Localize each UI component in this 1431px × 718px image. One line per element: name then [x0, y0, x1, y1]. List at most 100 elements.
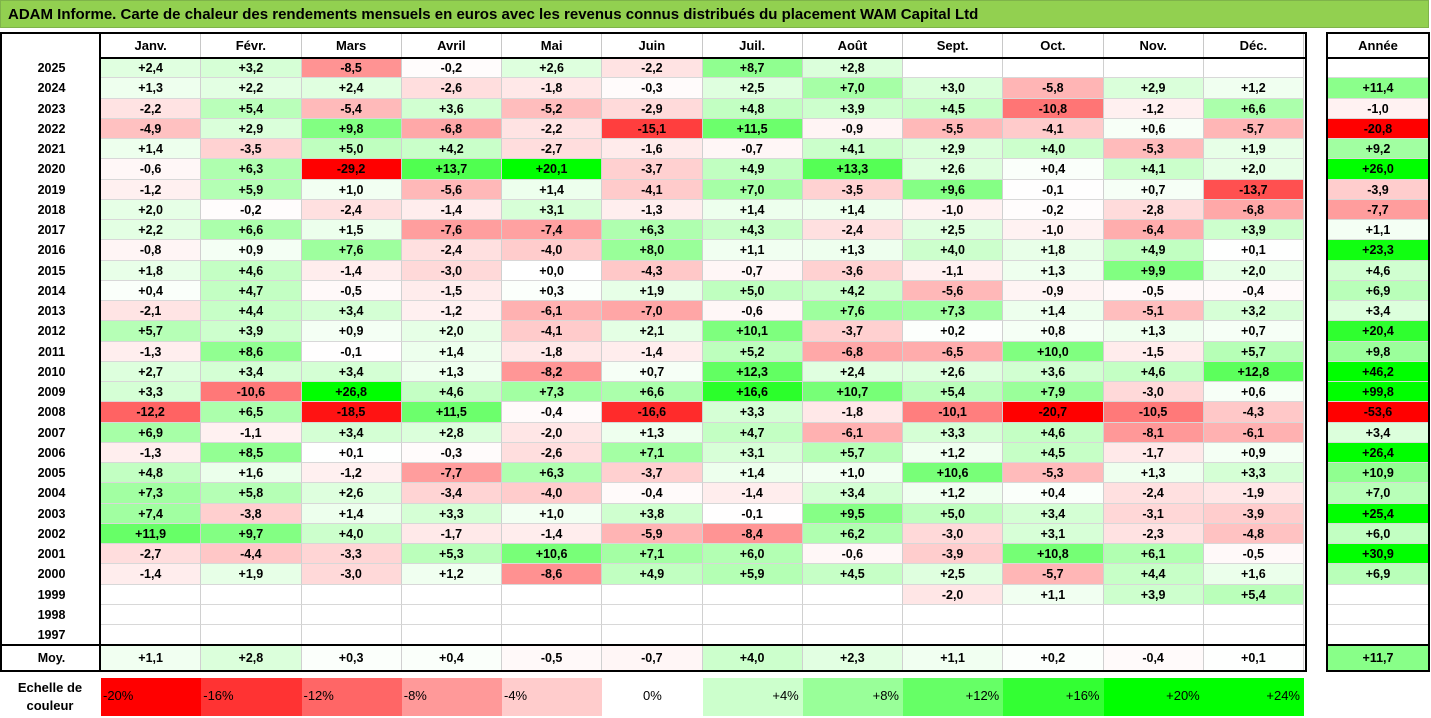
heatmap-cell [301, 584, 402, 605]
heatmap-cell: +4,6 [401, 382, 502, 403]
heatmap-cell: -7,7 [401, 463, 502, 484]
heatmap-cell: +3,4 [301, 422, 402, 443]
annual-cell: +3,4 [1328, 301, 1428, 322]
heatmap-cell: +1,1 [702, 240, 803, 261]
heatmap-cell: -6,4 [1103, 220, 1204, 241]
heatmap-cell [502, 604, 603, 625]
year-label: 2024 [37, 81, 66, 96]
heatmap-cell: -4,8 [1203, 523, 1304, 544]
heatmap-cell: -5,4 [301, 98, 402, 119]
heatmap-cell: -2,4 [1103, 483, 1204, 504]
heatmap-cell: -3,0 [301, 564, 402, 585]
heatmap-cell: -3,4 [401, 483, 502, 504]
heatmap-cell: -6,8 [802, 341, 903, 362]
heatmap-cell: +1,3 [1103, 463, 1204, 484]
heatmap-cell: -0,8 [101, 240, 202, 261]
annual-cell: +3,4 [1328, 422, 1428, 443]
heatmap-cell: +7,3 [101, 483, 202, 504]
heatmap-cell: +0,6 [1103, 118, 1204, 139]
color-scale-label: Echelle de couleur [0, 676, 100, 718]
heatmap-cell: -12,2 [101, 402, 202, 423]
heatmap-cell: +1,3 [101, 78, 202, 99]
heatmap-cell: +3,3 [1203, 463, 1304, 484]
heatmap-cell: +4,3 [702, 220, 803, 241]
heatmap-cell: -3,5 [201, 139, 302, 160]
heatmap-cell: -3,0 [903, 523, 1004, 544]
heatmap-cell: +0,9 [301, 321, 402, 342]
heatmap-cell: -8,5 [301, 58, 402, 79]
heatmap-cell: +9,7 [201, 523, 302, 544]
heatmap-cell: -2,7 [101, 544, 202, 565]
heatmap-cell: +6,3 [602, 220, 703, 241]
header-separator [100, 57, 1306, 59]
heatmap-cell: -2,4 [802, 220, 903, 241]
year-label: 1999 [37, 587, 66, 602]
heatmap-cell: +11,5 [702, 118, 803, 139]
heatmap-cell: -6,8 [1203, 199, 1304, 220]
heatmap-cell [502, 625, 603, 646]
average-cell: +1,1 [101, 646, 202, 670]
heatmap-cell: +0,7 [1203, 321, 1304, 342]
annual-cell [1328, 584, 1428, 605]
annual-cell: +11,4 [1328, 78, 1428, 99]
heatmap-cell: -6,1 [802, 422, 903, 443]
heatmap-cell: +3,2 [201, 58, 302, 79]
heatmap-cell: -0,3 [602, 78, 703, 99]
heatmap-cell: +0,7 [602, 361, 703, 382]
heatmap-cell: -1,2 [101, 179, 202, 200]
annual-cell: -20,8 [1328, 118, 1428, 139]
average-cell: +0,2 [1003, 646, 1104, 670]
year-label: 2017 [37, 223, 66, 237]
heatmap-cell: +1,4 [502, 179, 603, 200]
heatmap-cell: -5,7 [1003, 564, 1104, 585]
heatmap-cell: +7,3 [502, 382, 603, 403]
month-header: Août [803, 34, 903, 58]
heatmap-cell: +3,6 [401, 98, 502, 119]
heatmap-cell: +2,4 [101, 58, 202, 79]
year-label: 2013 [37, 304, 66, 318]
heatmap-cell: -0,4 [602, 483, 703, 504]
heatmap-cell: +5,9 [702, 564, 803, 585]
heatmap-cell: +2,6 [903, 159, 1004, 180]
heatmap-cell: +4,9 [602, 564, 703, 585]
average-cell: +0,1 [1203, 646, 1304, 670]
average-annual-cell: +11,7 [1328, 646, 1428, 670]
heatmap-cell: -1,3 [602, 199, 703, 220]
heatmap-cell: -0,1 [702, 503, 803, 524]
annual-cell: +20,4 [1328, 321, 1428, 342]
heatmap-cell [702, 584, 803, 605]
heatmap-cell: +2,9 [1103, 78, 1204, 99]
heatmap-cell: -1,6 [602, 139, 703, 160]
heatmap-cell: +2,5 [903, 564, 1004, 585]
heatmap-cell: +1,3 [1103, 321, 1204, 342]
heatmap-cell: +11,9 [101, 523, 202, 544]
heatmap-cell: +7,0 [702, 179, 803, 200]
heatmap-cell: -2,7 [502, 139, 603, 160]
heatmap-cell: +6,5 [201, 402, 302, 423]
heatmap-cell: +3,8 [602, 503, 703, 524]
heatmap-cell: +1,4 [702, 463, 803, 484]
heatmap-cell: +1,3 [1003, 260, 1104, 281]
heatmap-cell: +2,0 [1203, 260, 1304, 281]
heatmap-cell: +4,4 [1103, 564, 1204, 585]
heatmap-cell: -1,9 [1203, 483, 1304, 504]
heatmap-cell: +4,9 [702, 159, 803, 180]
heatmap-cell: -5,8 [1003, 78, 1104, 99]
heatmap-cell: -20,7 [1003, 402, 1104, 423]
scale-step: -12% [301, 678, 402, 716]
heatmap-cell: +0,4 [1003, 159, 1104, 180]
heatmap-cell: +2,8 [802, 58, 903, 79]
heatmap-cell: +3,4 [301, 361, 402, 382]
year-label: 2025 [37, 61, 66, 75]
heatmap-cell: +4,6 [1003, 422, 1104, 443]
heatmap-cell: +2,4 [802, 361, 903, 382]
heatmap-cell [401, 625, 502, 646]
heatmap-cell: -1,0 [903, 199, 1004, 220]
heatmap-cell: +7,3 [903, 301, 1004, 322]
heatmap-cell: +7,9 [1003, 382, 1104, 403]
annual-cell [1328, 625, 1428, 646]
year-label: 2021 [37, 142, 66, 156]
heatmap-cell: +6,9 [101, 422, 202, 443]
heatmap-cell: -8,4 [702, 523, 803, 544]
heatmap-cell: -2,2 [101, 98, 202, 119]
